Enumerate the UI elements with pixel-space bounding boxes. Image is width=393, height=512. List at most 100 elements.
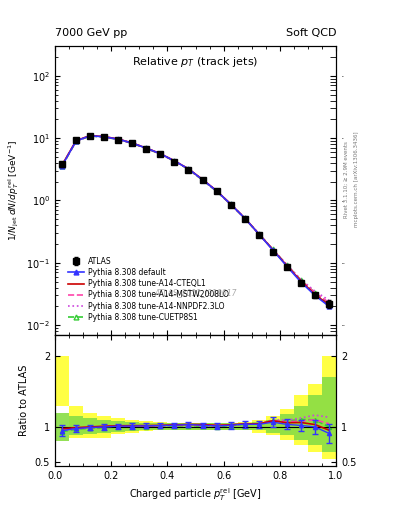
Line: Pythia 8.308 tune-A14-MSTW2008LO: Pythia 8.308 tune-A14-MSTW2008LO <box>62 136 329 303</box>
Pythia 8.308 tune-A14-MSTW2008LO <box>60 162 64 168</box>
Pythia 8.308 tune-CUETP8S1 <box>242 215 247 221</box>
Pythia 8.308 tune-A14-CTEQL1 <box>285 263 289 269</box>
Text: ATLAS_2011_I919017: ATLAS_2011_I919017 <box>154 288 237 297</box>
Pythia 8.308 tune-A14-CTEQL1 <box>214 188 219 194</box>
Pythia 8.308 default <box>327 303 331 309</box>
Pythia 8.308 tune-A14-MSTW2008LO <box>285 262 289 268</box>
Pythia 8.308 tune-A14-MSTW2008LO <box>299 278 303 284</box>
Pythia 8.308 tune-A14-CTEQL1 <box>102 134 107 140</box>
Pythia 8.308 tune-A14-NNPDF2.3LO <box>299 276 303 283</box>
Pythia 8.308 tune-CUETP8S1 <box>327 301 331 307</box>
Y-axis label: Ratio to ATLAS: Ratio to ATLAS <box>19 365 29 436</box>
Pythia 8.308 tune-A14-NNPDF2.3LO <box>186 166 191 173</box>
Pythia 8.308 tune-A14-NNPDF2.3LO <box>74 138 79 144</box>
Pythia 8.308 tune-A14-CTEQL1 <box>116 136 121 142</box>
Pythia 8.308 default <box>158 151 163 157</box>
Pythia 8.308 tune-A14-MSTW2008LO <box>256 231 261 237</box>
Pythia 8.308 tune-CUETP8S1 <box>88 133 92 139</box>
Pythia 8.308 tune-A14-CTEQL1 <box>144 145 149 151</box>
Pythia 8.308 tune-A14-NNPDF2.3LO <box>256 231 261 237</box>
Pythia 8.308 default <box>285 263 289 269</box>
Pythia 8.308 default <box>270 247 275 253</box>
Pythia 8.308 tune-A14-NNPDF2.3LO <box>242 215 247 221</box>
Pythia 8.308 tune-CUETP8S1 <box>256 231 261 237</box>
Pythia 8.308 default <box>186 166 191 172</box>
Pythia 8.308 tune-A14-CTEQL1 <box>88 133 92 139</box>
Pythia 8.308 tune-A14-NNPDF2.3LO <box>312 288 317 294</box>
Line: Pythia 8.308 tune-A14-NNPDF2.3LO: Pythia 8.308 tune-A14-NNPDF2.3LO <box>62 136 329 300</box>
Pythia 8.308 tune-A14-MSTW2008LO <box>158 151 163 157</box>
Pythia 8.308 tune-CUETP8S1 <box>299 277 303 283</box>
Pythia 8.308 tune-A14-NNPDF2.3LO <box>285 262 289 268</box>
Pythia 8.308 default <box>60 163 64 169</box>
Pythia 8.308 tune-CUETP8S1 <box>200 177 205 183</box>
Text: 7000 GeV pp: 7000 GeV pp <box>55 28 127 38</box>
Pythia 8.308 tune-A14-CTEQL1 <box>312 291 317 297</box>
Pythia 8.308 tune-A14-MSTW2008LO <box>270 246 275 252</box>
Line: Pythia 8.308 tune-A14-CTEQL1: Pythia 8.308 tune-A14-CTEQL1 <box>62 136 329 305</box>
Pythia 8.308 tune-CUETP8S1 <box>74 138 79 144</box>
Pythia 8.308 tune-A14-MSTW2008LO <box>116 136 121 142</box>
Pythia 8.308 tune-A14-CTEQL1 <box>130 140 135 146</box>
Y-axis label: $1/N_{\rm jet}\;dN/dp_T^{\rm rel}$ [GeV$^{-1}$]: $1/N_{\rm jet}\;dN/dp_T^{\rm rel}$ [GeV$… <box>6 140 21 241</box>
Pythia 8.308 tune-A14-MSTW2008LO <box>88 133 92 139</box>
Pythia 8.308 default <box>200 177 205 183</box>
Pythia 8.308 tune-CUETP8S1 <box>312 290 317 296</box>
Pythia 8.308 tune-A14-CTEQL1 <box>299 278 303 284</box>
Pythia 8.308 tune-A14-NNPDF2.3LO <box>88 133 92 139</box>
Pythia 8.308 tune-CUETP8S1 <box>158 151 163 157</box>
Pythia 8.308 tune-CUETP8S1 <box>116 136 121 142</box>
Pythia 8.308 tune-CUETP8S1 <box>285 262 289 268</box>
Pythia 8.308 tune-A14-MSTW2008LO <box>312 290 317 296</box>
Pythia 8.308 tune-A14-NNPDF2.3LO <box>270 246 275 252</box>
Pythia 8.308 tune-A14-MSTW2008LO <box>186 166 191 172</box>
X-axis label: Charged particle $p_T^{\rm rel}$ [GeV]: Charged particle $p_T^{\rm rel}$ [GeV] <box>129 486 262 503</box>
Pythia 8.308 tune-A14-CTEQL1 <box>327 302 331 308</box>
Pythia 8.308 default <box>242 215 247 221</box>
Pythia 8.308 tune-A14-CTEQL1 <box>200 177 205 183</box>
Line: Pythia 8.308 tune-CUETP8S1: Pythia 8.308 tune-CUETP8S1 <box>60 134 331 306</box>
Pythia 8.308 default <box>74 138 79 144</box>
Pythia 8.308 default <box>312 292 317 298</box>
Pythia 8.308 tune-A14-NNPDF2.3LO <box>228 201 233 207</box>
Pythia 8.308 tune-CUETP8S1 <box>214 188 219 195</box>
Pythia 8.308 default <box>116 136 121 142</box>
Pythia 8.308 tune-A14-CTEQL1 <box>60 162 64 168</box>
Pythia 8.308 tune-A14-NNPDF2.3LO <box>200 177 205 183</box>
Pythia 8.308 tune-A14-CTEQL1 <box>186 166 191 172</box>
Pythia 8.308 tune-A14-MSTW2008LO <box>172 158 177 164</box>
Pythia 8.308 tune-CUETP8S1 <box>172 158 177 164</box>
Pythia 8.308 tune-CUETP8S1 <box>186 166 191 173</box>
Text: mcplots.cern.ch [arXiv:1306.3436]: mcplots.cern.ch [arXiv:1306.3436] <box>354 132 359 227</box>
Pythia 8.308 default <box>172 158 177 164</box>
Pythia 8.308 tune-A14-NNPDF2.3LO <box>214 188 219 194</box>
Pythia 8.308 tune-A14-MSTW2008LO <box>74 138 79 144</box>
Text: Relative $p_T$ (track jets): Relative $p_T$ (track jets) <box>132 55 259 69</box>
Text: Soft QCD: Soft QCD <box>286 28 336 38</box>
Pythia 8.308 tune-A14-NNPDF2.3LO <box>60 163 64 169</box>
Pythia 8.308 tune-A14-NNPDF2.3LO <box>172 158 177 164</box>
Pythia 8.308 tune-CUETP8S1 <box>130 140 135 146</box>
Pythia 8.308 tune-A14-NNPDF2.3LO <box>144 145 149 152</box>
Pythia 8.308 tune-A14-CTEQL1 <box>228 201 233 207</box>
Pythia 8.308 tune-A14-MSTW2008LO <box>242 215 247 221</box>
Pythia 8.308 default <box>228 201 233 207</box>
Pythia 8.308 tune-A14-CTEQL1 <box>74 138 79 144</box>
Pythia 8.308 tune-A14-MSTW2008LO <box>214 188 219 194</box>
Text: Rivet 3.1.10; ≥ 2.9M events: Rivet 3.1.10; ≥ 2.9M events <box>344 141 349 218</box>
Pythia 8.308 default <box>214 188 219 194</box>
Pythia 8.308 tune-A14-MSTW2008LO <box>102 134 107 140</box>
Pythia 8.308 tune-A14-CTEQL1 <box>242 215 247 221</box>
Pythia 8.308 default <box>102 134 107 140</box>
Pythia 8.308 tune-CUETP8S1 <box>60 163 64 169</box>
Pythia 8.308 tune-A14-NNPDF2.3LO <box>158 151 163 157</box>
Pythia 8.308 default <box>256 231 261 237</box>
Pythia 8.308 default <box>144 145 149 151</box>
Pythia 8.308 tune-A14-MSTW2008LO <box>144 145 149 151</box>
Legend: ATLAS, Pythia 8.308 default, Pythia 8.308 tune-A14-CTEQL1, Pythia 8.308 tune-A14: ATLAS, Pythia 8.308 default, Pythia 8.30… <box>64 253 232 325</box>
Pythia 8.308 default <box>130 140 135 146</box>
Line: Pythia 8.308 default: Pythia 8.308 default <box>60 133 331 309</box>
Pythia 8.308 tune-CUETP8S1 <box>270 246 275 252</box>
Pythia 8.308 tune-A14-CTEQL1 <box>270 246 275 252</box>
Pythia 8.308 tune-CUETP8S1 <box>228 201 233 207</box>
